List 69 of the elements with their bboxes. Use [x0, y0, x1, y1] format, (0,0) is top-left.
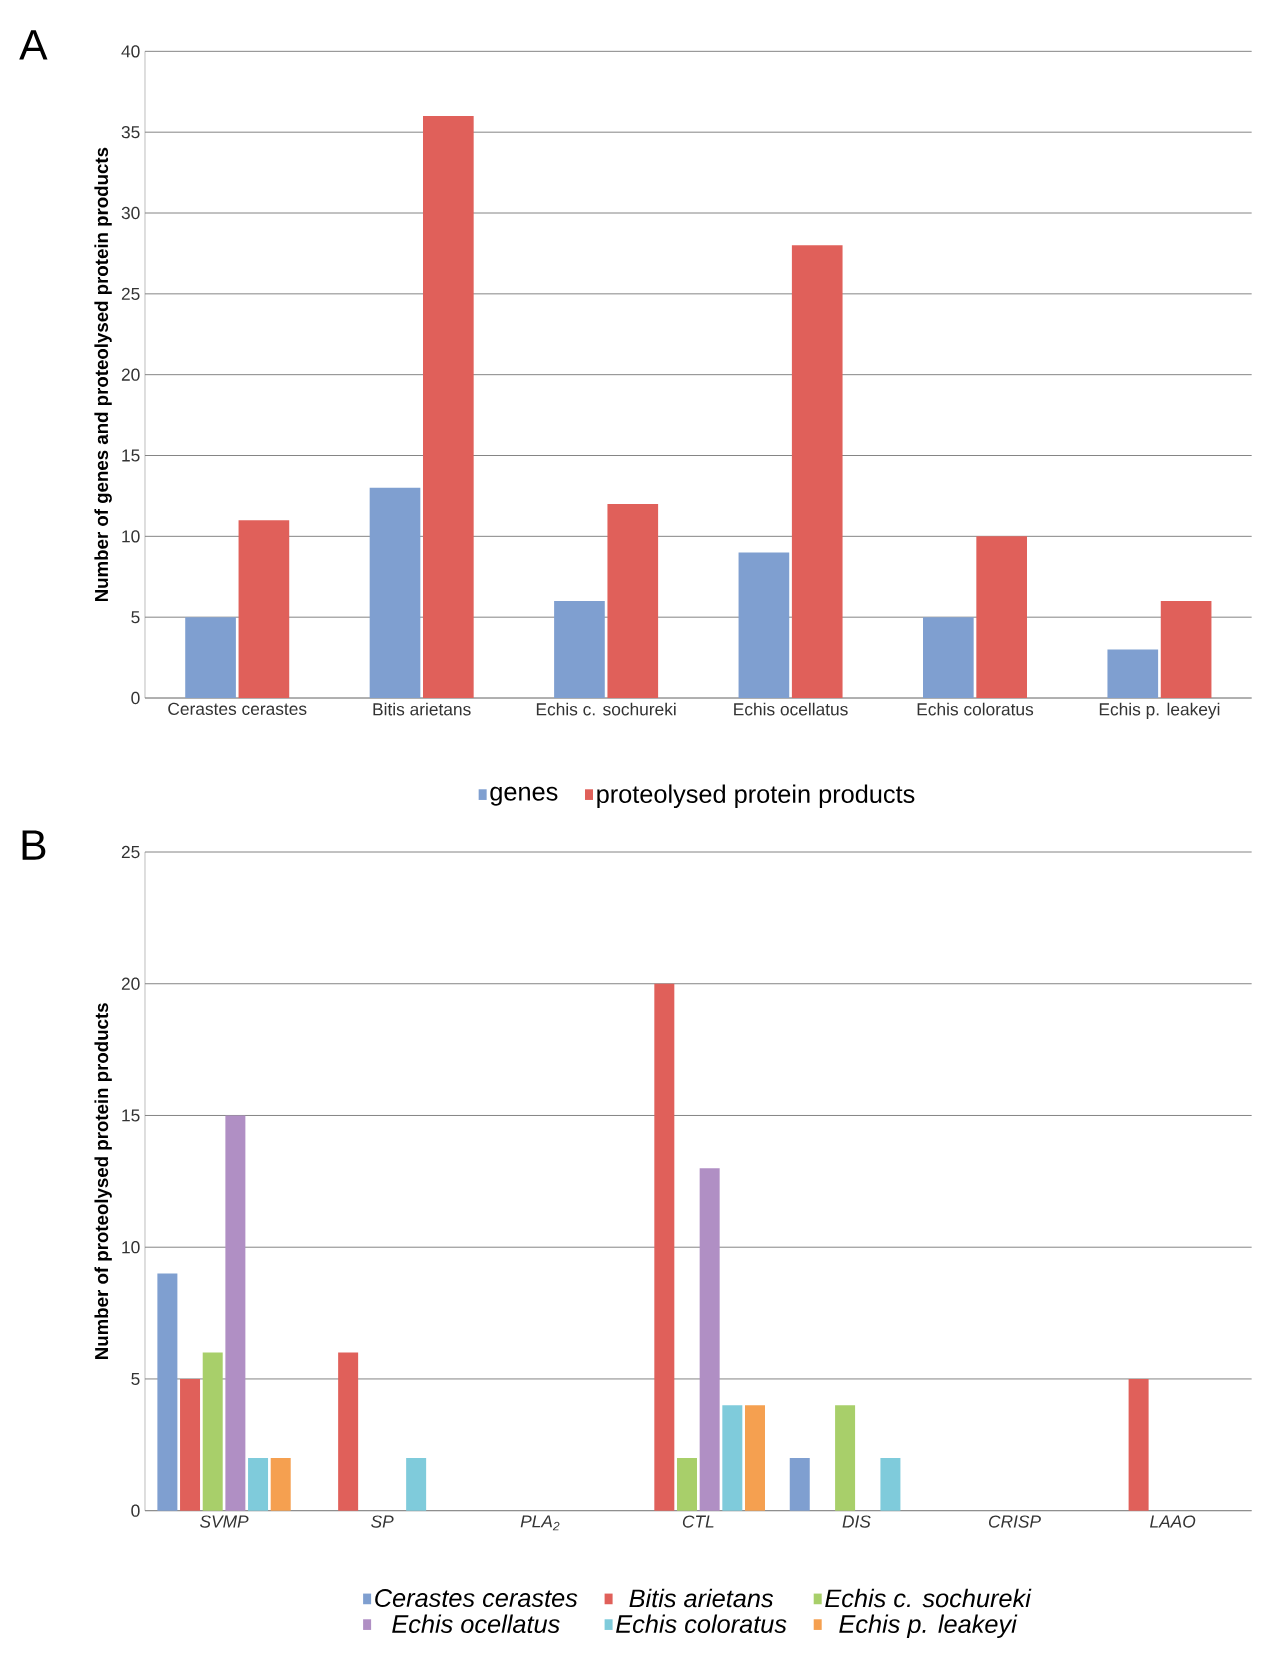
text: A	[19, 30, 48, 60]
x-tick-label: Bitis arietans	[373, 702, 471, 716]
bar	[1160, 601, 1212, 699]
bar	[423, 116, 474, 699]
bar	[976, 536, 1027, 699]
x-tick-label: SP	[371, 1515, 394, 1528]
bar	[185, 617, 236, 699]
bar	[789, 1457, 810, 1511]
y-tick-label: 25	[121, 845, 140, 859]
y-tick-label: 5	[131, 1372, 140, 1385]
y-tick-label: 20	[121, 977, 140, 990]
y-tick-label: 0	[131, 691, 140, 705]
bar	[369, 487, 421, 699]
legend-label: Echis coloratus	[616, 1614, 787, 1634]
legend-label: Cerastes cerastes	[375, 1589, 578, 1608]
x-tick-label: SVMP	[199, 1515, 249, 1528]
bar	[406, 1457, 427, 1511]
bar	[270, 1457, 291, 1511]
x-tick-label: CRISP	[988, 1515, 1041, 1528]
bar	[745, 1405, 765, 1511]
bar	[1128, 1378, 1149, 1511]
bar	[923, 617, 974, 699]
y-tick-label: 20	[121, 368, 140, 381]
bar	[238, 520, 290, 699]
bar	[676, 1457, 697, 1511]
y-tick-label: 35	[121, 126, 140, 139]
y-tick-label: 15	[122, 449, 140, 462]
x-tick-label: Echis p. leakeyi	[1099, 702, 1220, 719]
y-tick-label: 5	[131, 611, 140, 624]
y-axis-title: Number of proteolysed protein products	[94, 1003, 112, 1359]
legend-label: Echis p. leakeyi	[839, 1614, 1018, 1639]
bar	[225, 1115, 246, 1511]
x-tick-label: PLA$_{2}$	[520, 1515, 560, 1531]
bar	[835, 1405, 856, 1511]
legend-label: genes	[490, 786, 558, 806]
x-tick-label: Echis c. sochureki	[536, 702, 676, 716]
x-tick-label: DIS	[842, 1515, 871, 1528]
legend-label: Echis ocellatus	[392, 1614, 560, 1634]
bar	[248, 1457, 269, 1511]
x-tick-label: LAAO	[1150, 1515, 1196, 1528]
bar	[607, 504, 659, 699]
bar	[180, 1378, 201, 1511]
x-tick-label: CTL	[682, 1515, 714, 1528]
y-tick-label: 0	[131, 1504, 140, 1517]
y-tick-label: 10	[122, 1241, 140, 1254]
bar	[202, 1352, 223, 1511]
bar	[699, 1168, 720, 1511]
x-tick-label: Cerastes cerastes	[168, 702, 307, 715]
y-tick-label: 30	[121, 206, 140, 220]
y-axis-title: Number of genes and proteolysed protein products	[94, 147, 112, 602]
bar	[722, 1405, 743, 1511]
legend-label: Echis c. sochureki	[825, 1588, 1032, 1608]
text: B	[22, 830, 46, 860]
y-tick-label: 40	[121, 45, 140, 58]
x-tick-label: Echis coloratus	[917, 702, 1034, 716]
y-tick-label: 25	[121, 287, 140, 300]
bar	[554, 601, 605, 699]
x-tick-label: Echis ocellatus	[734, 702, 848, 716]
bar	[654, 983, 675, 1511]
bar	[791, 245, 843, 699]
legend-label: Bitis arietans	[629, 1588, 774, 1608]
bar	[338, 1352, 359, 1511]
bar	[738, 552, 790, 699]
y-tick-label: 15	[122, 1109, 140, 1122]
legend-label: proteolysed protein products	[597, 784, 915, 809]
bar	[1107, 649, 1159, 699]
bar	[157, 1273, 178, 1511]
y-tick-label: 10	[122, 530, 140, 543]
bar	[880, 1457, 901, 1511]
